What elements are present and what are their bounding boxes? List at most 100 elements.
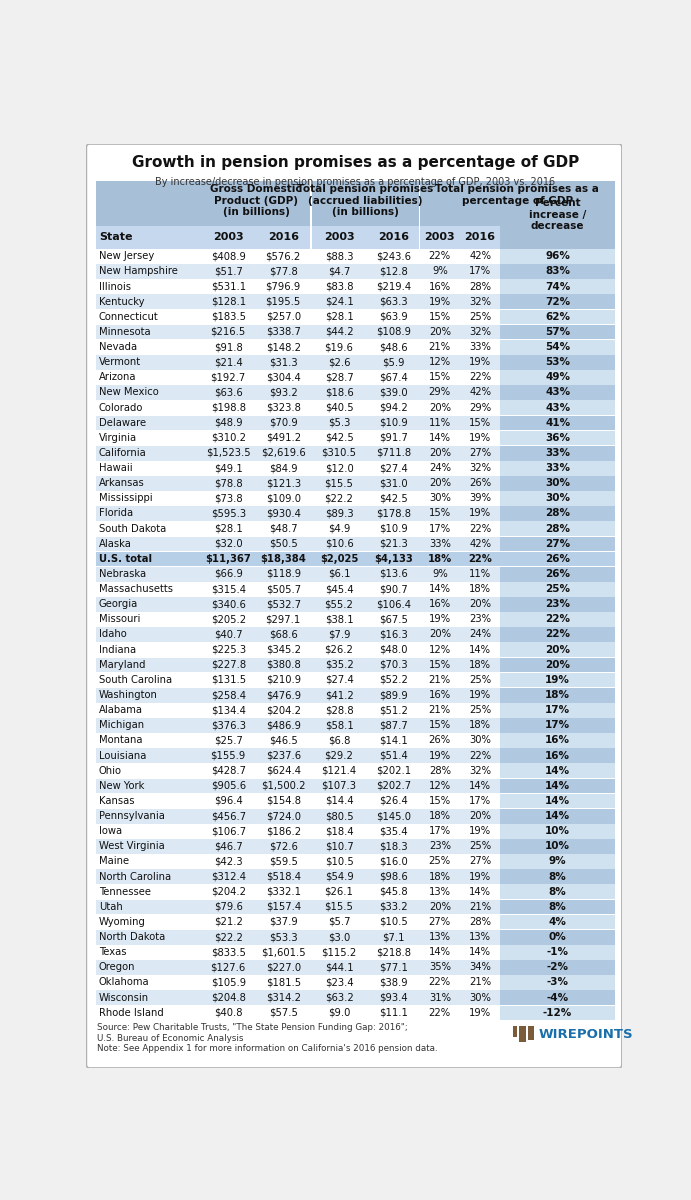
Bar: [95, 944, 500, 960]
Text: $77.8: $77.8: [269, 266, 298, 276]
Bar: [95, 278, 500, 294]
Text: $18.6: $18.6: [325, 388, 353, 397]
Bar: [95, 748, 500, 763]
Bar: [95, 294, 500, 310]
Text: 12%: 12%: [428, 644, 451, 655]
Text: 18%: 18%: [469, 720, 491, 731]
Text: $21.3: $21.3: [379, 539, 408, 548]
Text: $18.3: $18.3: [379, 841, 408, 851]
Text: 14%: 14%: [429, 433, 451, 443]
Text: 19%: 19%: [428, 750, 451, 761]
Text: $67.5: $67.5: [379, 614, 408, 624]
Text: 33%: 33%: [469, 342, 491, 352]
Bar: [500, 899, 615, 914]
Bar: [95, 400, 500, 415]
Text: Georgia: Georgia: [99, 599, 138, 610]
Text: 19%: 19%: [469, 1008, 491, 1018]
Text: 29%: 29%: [469, 402, 491, 413]
Text: North Dakota: North Dakota: [99, 932, 165, 942]
Text: $314.2: $314.2: [266, 992, 301, 1002]
Text: $91.8: $91.8: [214, 342, 243, 352]
Text: $6.8: $6.8: [328, 736, 350, 745]
Text: 8%: 8%: [549, 887, 567, 896]
Bar: [500, 884, 615, 899]
Text: 20%: 20%: [545, 644, 570, 655]
Bar: [500, 248, 615, 264]
Text: 9%: 9%: [549, 857, 567, 866]
Text: 26%: 26%: [545, 569, 570, 578]
Text: 32%: 32%: [469, 766, 491, 775]
Bar: [500, 748, 615, 763]
Text: $73.8: $73.8: [214, 493, 243, 503]
Text: $87.7: $87.7: [379, 720, 408, 731]
Text: 23%: 23%: [545, 599, 570, 610]
Text: 28%: 28%: [545, 523, 570, 534]
Bar: [95, 869, 500, 884]
Bar: [500, 990, 615, 1006]
Bar: [95, 688, 500, 702]
Text: $89.9: $89.9: [379, 690, 408, 700]
Bar: [95, 974, 500, 990]
Text: 26%: 26%: [428, 736, 451, 745]
Bar: [95, 415, 500, 431]
Bar: [95, 445, 500, 461]
Text: Mississippi: Mississippi: [99, 493, 153, 503]
Text: $83.8: $83.8: [325, 282, 353, 292]
Text: $408.9: $408.9: [211, 251, 245, 262]
Text: $134.4: $134.4: [211, 706, 245, 715]
Text: 8%: 8%: [549, 901, 567, 912]
Text: New Jersey: New Jersey: [99, 251, 154, 262]
Text: $380.8: $380.8: [266, 660, 301, 670]
Text: 42%: 42%: [469, 251, 491, 262]
Text: $54.9: $54.9: [325, 871, 353, 882]
Text: $24.1: $24.1: [325, 296, 353, 307]
Text: $195.5: $195.5: [265, 296, 301, 307]
Text: $204.2: $204.2: [211, 887, 246, 896]
Text: 19%: 19%: [545, 674, 570, 685]
Text: 13%: 13%: [429, 932, 451, 942]
Bar: [95, 506, 500, 521]
Bar: [500, 944, 615, 960]
Text: 18%: 18%: [429, 871, 451, 882]
Text: 19%: 19%: [428, 296, 451, 307]
Text: $218.8: $218.8: [376, 947, 410, 958]
Text: $202.7: $202.7: [376, 781, 411, 791]
Bar: [95, 340, 500, 355]
Text: $107.3: $107.3: [321, 781, 357, 791]
Text: 24%: 24%: [429, 463, 451, 473]
Text: $23.4: $23.4: [325, 978, 353, 988]
Bar: [95, 899, 500, 914]
Bar: [500, 960, 615, 974]
Bar: [500, 355, 615, 370]
Text: $148.2: $148.2: [266, 342, 301, 352]
Text: Michigan: Michigan: [99, 720, 144, 731]
Bar: [500, 324, 615, 340]
Bar: [500, 491, 615, 506]
Text: $5.9: $5.9: [382, 358, 404, 367]
Bar: [95, 355, 500, 370]
Text: $46.5: $46.5: [269, 736, 298, 745]
Text: $77.1: $77.1: [379, 962, 408, 972]
Text: $28.7: $28.7: [325, 372, 353, 383]
Text: 20%: 20%: [429, 448, 451, 458]
Text: 17%: 17%: [469, 796, 491, 806]
Text: $93.4: $93.4: [379, 992, 408, 1002]
Text: 35%: 35%: [429, 962, 451, 972]
Text: New York: New York: [99, 781, 144, 791]
Bar: [95, 491, 500, 506]
Text: Missouri: Missouri: [99, 614, 140, 624]
Bar: [95, 475, 500, 491]
Text: $57.5: $57.5: [269, 1008, 298, 1018]
Bar: [95, 431, 500, 445]
Text: Growth in pension promises as a percentage of GDP: Growth in pension promises as a percenta…: [132, 155, 579, 169]
Bar: [95, 702, 500, 718]
Bar: [500, 1006, 615, 1020]
Text: $6.1: $6.1: [328, 569, 350, 578]
Bar: [95, 324, 500, 340]
Text: 19%: 19%: [469, 358, 491, 367]
Bar: [95, 612, 500, 626]
Text: 4%: 4%: [549, 917, 567, 926]
Text: 12%: 12%: [428, 358, 451, 367]
Bar: [500, 582, 615, 596]
Text: $31.3: $31.3: [269, 358, 298, 367]
